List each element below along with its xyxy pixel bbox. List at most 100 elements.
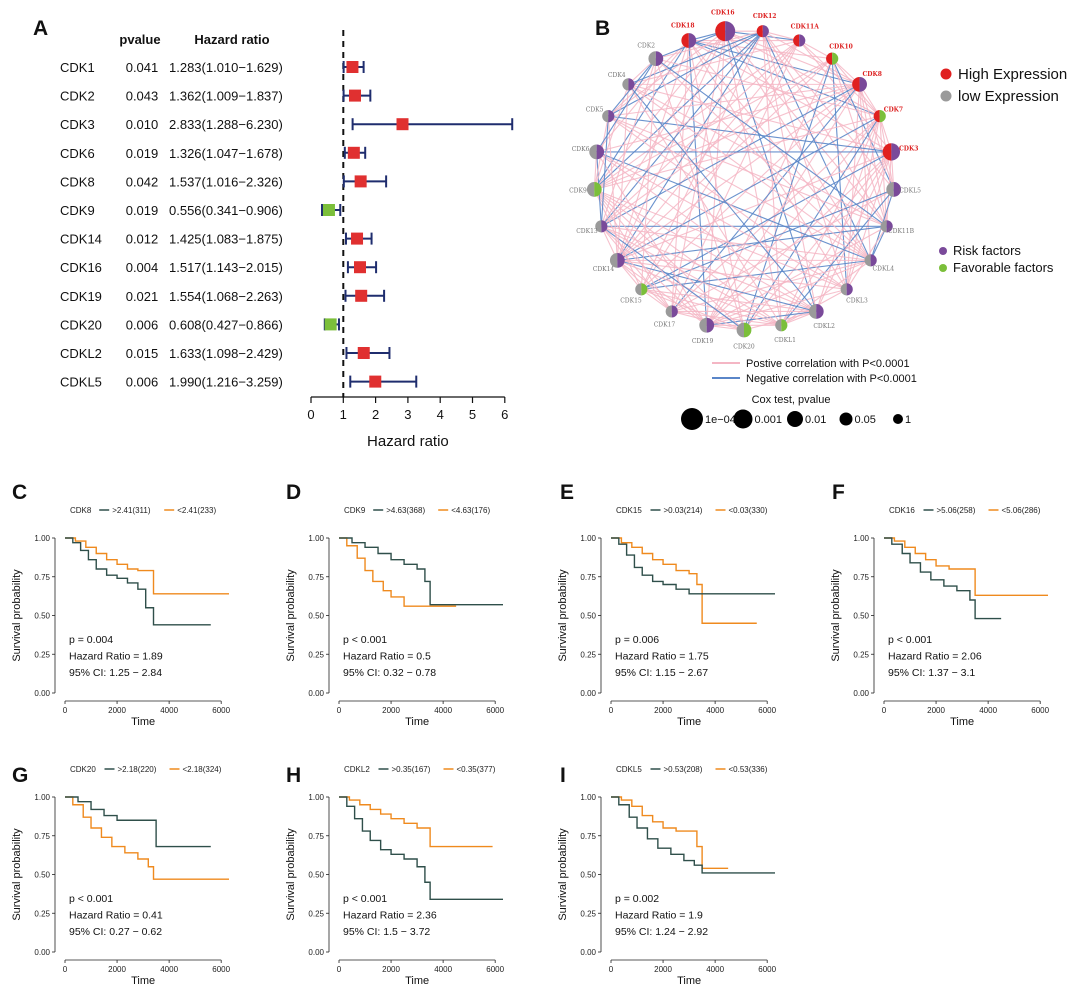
- x-tick-label: 6000: [758, 965, 776, 974]
- survival-panels: C CDK8 >2.41(311) <2.41(233) 0.00 0.25 0.50 0.7…: [11, 481, 1050, 986]
- km-legend-low: <5.06(286): [1002, 506, 1041, 515]
- negative-edge: [688, 40, 708, 326]
- positive-edge: [593, 84, 629, 190]
- y-tick-label: 1.00: [580, 793, 596, 802]
- positive-edge: [780, 115, 881, 326]
- y-axis-title: Survival probability: [285, 828, 297, 921]
- node-label: CDK3: [899, 146, 918, 153]
- x-tick-label: 4000: [706, 965, 724, 974]
- positive-edge: [594, 83, 860, 190]
- factor-legend-dot: [939, 247, 947, 255]
- hazard-ratio-marker: [324, 318, 337, 331]
- node-label: CDK11B: [888, 228, 915, 235]
- x-tick-label: 4000: [706, 706, 724, 715]
- positive-edge: [593, 189, 708, 326]
- positive-edge: [655, 58, 872, 261]
- x-axis-title: Time: [405, 975, 429, 986]
- node-factor-half: [891, 143, 901, 161]
- y-tick-label: 0.25: [853, 650, 869, 659]
- network-node: CDK2: [637, 42, 664, 67]
- positive-edge: [706, 259, 871, 326]
- y-axis-title: Survival probability: [285, 569, 297, 662]
- y-tick-label: 0.25: [34, 909, 50, 918]
- node-factor-half: [886, 220, 893, 233]
- km-hazard-ratio: Hazard Ratio = 0.41: [69, 909, 163, 921]
- hazard-ratio-cell: 0.608(0.427−0.866): [169, 317, 283, 332]
- y-tick-label: 0.25: [580, 650, 596, 659]
- positive-edge: [596, 151, 847, 290]
- positive-edge: [879, 116, 888, 227]
- hazard-ratio-cell: 1.554(1.068−2.263): [169, 289, 283, 304]
- km-pvalue: p = 0.006: [615, 634, 659, 646]
- node-expression-half: [665, 305, 672, 318]
- node-expression-half: [589, 144, 597, 160]
- positive-edge: [616, 40, 800, 261]
- network-node: CDK20: [733, 322, 755, 350]
- y-tick-label: 0.00: [34, 689, 50, 698]
- x-tick-label: 0: [337, 706, 342, 715]
- km-hazard-ratio: Hazard Ratio = 2.06: [888, 650, 982, 662]
- network-node: CDK14: [593, 252, 625, 273]
- km-curve-high: [339, 796, 503, 900]
- x-tick-label: 4: [437, 407, 444, 422]
- x-tick-label: 0: [609, 706, 614, 715]
- x-axis-title: Time: [950, 716, 974, 728]
- y-tick-label: 0.25: [34, 650, 50, 659]
- x-axis-title: Time: [677, 975, 701, 986]
- x-tick-label: 1: [340, 407, 347, 422]
- network-node: CDK3: [882, 143, 918, 161]
- positive-edge: [762, 31, 848, 290]
- km-curve-high: [611, 537, 775, 595]
- x-tick-label: 5: [469, 407, 476, 422]
- pvalue-cell: 0.043: [126, 89, 159, 104]
- node-label: CDK12: [753, 13, 777, 20]
- x-tick-label: 6000: [212, 965, 230, 974]
- negative-edge: [627, 84, 817, 312]
- node-label: CDK13: [576, 228, 598, 235]
- positive-edge: [628, 83, 892, 153]
- hazard-ratio-cell: 2.833(1.288−6.230): [169, 117, 283, 132]
- km-legend-gene: CDK8: [70, 506, 92, 515]
- positive-edge: [655, 58, 880, 117]
- positive-edge: [601, 225, 782, 326]
- hazard-ratio-cell: 1.517(1.143−2.015): [169, 260, 283, 275]
- km-panel-c: C CDK8 >2.41(311) <2.41(233) 0.00 0.25 0.50 0.7…: [11, 481, 231, 728]
- node-factor-half: [870, 254, 877, 267]
- node-factor-half: [832, 52, 839, 65]
- y-tick-label: 0.00: [308, 948, 324, 957]
- network-node: CDKL1: [774, 319, 796, 344]
- positive-edge: [640, 288, 673, 312]
- node-expression-half: [826, 52, 833, 65]
- y-tick-label: 0.50: [308, 871, 324, 880]
- x-axis-title: Time: [131, 716, 155, 728]
- node-expression-half: [595, 220, 602, 233]
- node-factor-half: [655, 51, 664, 67]
- km-pvalue: p < 0.001: [343, 893, 387, 905]
- hazard-ratio-marker: [369, 375, 382, 388]
- positive-edge: [655, 30, 763, 60]
- x-tick-label: 0: [307, 407, 314, 422]
- x-tick-label: 6000: [212, 706, 230, 715]
- negative-edge: [608, 30, 764, 117]
- node-expression-half: [622, 78, 629, 91]
- pvalue-cell: 0.041: [126, 60, 159, 75]
- km-hazard-ratio: Hazard Ratio = 2.36: [343, 909, 437, 921]
- size-legend-dot: [893, 414, 903, 424]
- positive-edge: [594, 188, 817, 312]
- node-factor-half: [671, 305, 678, 318]
- x-tick-label: 6000: [758, 706, 776, 715]
- node-factor-half: [688, 33, 697, 48]
- negative-edge: [601, 83, 860, 227]
- positive-edge: [641, 288, 817, 312]
- node-label: CDK5: [586, 107, 604, 114]
- node-expression-half: [648, 51, 656, 67]
- km-legend-high: >2.18(220): [118, 765, 157, 774]
- hazard-ratio-marker: [357, 347, 370, 359]
- node-label: CDK8: [863, 71, 882, 78]
- km-curve-high: [611, 796, 775, 874]
- x-tick-label: 6000: [1031, 706, 1049, 715]
- y-tick-label: 0.75: [34, 832, 50, 841]
- positive-edge: [628, 40, 800, 85]
- hazard-ratio-marker: [322, 204, 335, 216]
- pvalue-cell: 0.004: [126, 260, 159, 275]
